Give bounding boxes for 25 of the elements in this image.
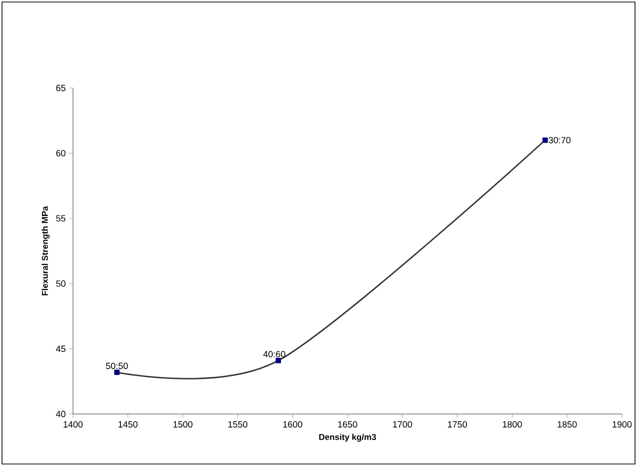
- point: [276, 358, 282, 364]
- x-tick-label: 1450: [118, 421, 138, 428]
- y-tick-label: 55: [56, 215, 66, 222]
- x-tick-label: 1800: [502, 421, 522, 428]
- y-tick-label: 40: [56, 410, 66, 418]
- x-tick-label: 1650: [338, 421, 358, 428]
- annotation: 50:50: [106, 362, 128, 370]
- x-tick-label: 1700: [393, 421, 412, 428]
- y-tick-label: 65: [56, 84, 66, 92]
- x-tick-label: 1550: [228, 421, 248, 428]
- x-tick-label: 1900: [612, 421, 632, 428]
- x-tick-label: 1750: [448, 421, 467, 428]
- y-tick-label: 45: [56, 346, 66, 352]
- y-tick-label: 50: [56, 280, 66, 287]
- y-tick-label: 60: [56, 150, 66, 156]
- point: [542, 137, 548, 143]
- point: [114, 370, 120, 375]
- annotation: 30:70: [548, 136, 571, 144]
- x-tick-label: 1400: [64, 421, 83, 428]
- annotation: 40:60: [263, 350, 286, 358]
- x-tick-label: 1600: [283, 421, 302, 428]
- x-tick-label: 1500: [173, 421, 192, 428]
- x-axis-title: Density kg/m3: [319, 434, 376, 442]
- x-tick-label: 1850: [558, 421, 577, 428]
- y-axis-title: Flexural Strength MPa: [42, 206, 50, 296]
